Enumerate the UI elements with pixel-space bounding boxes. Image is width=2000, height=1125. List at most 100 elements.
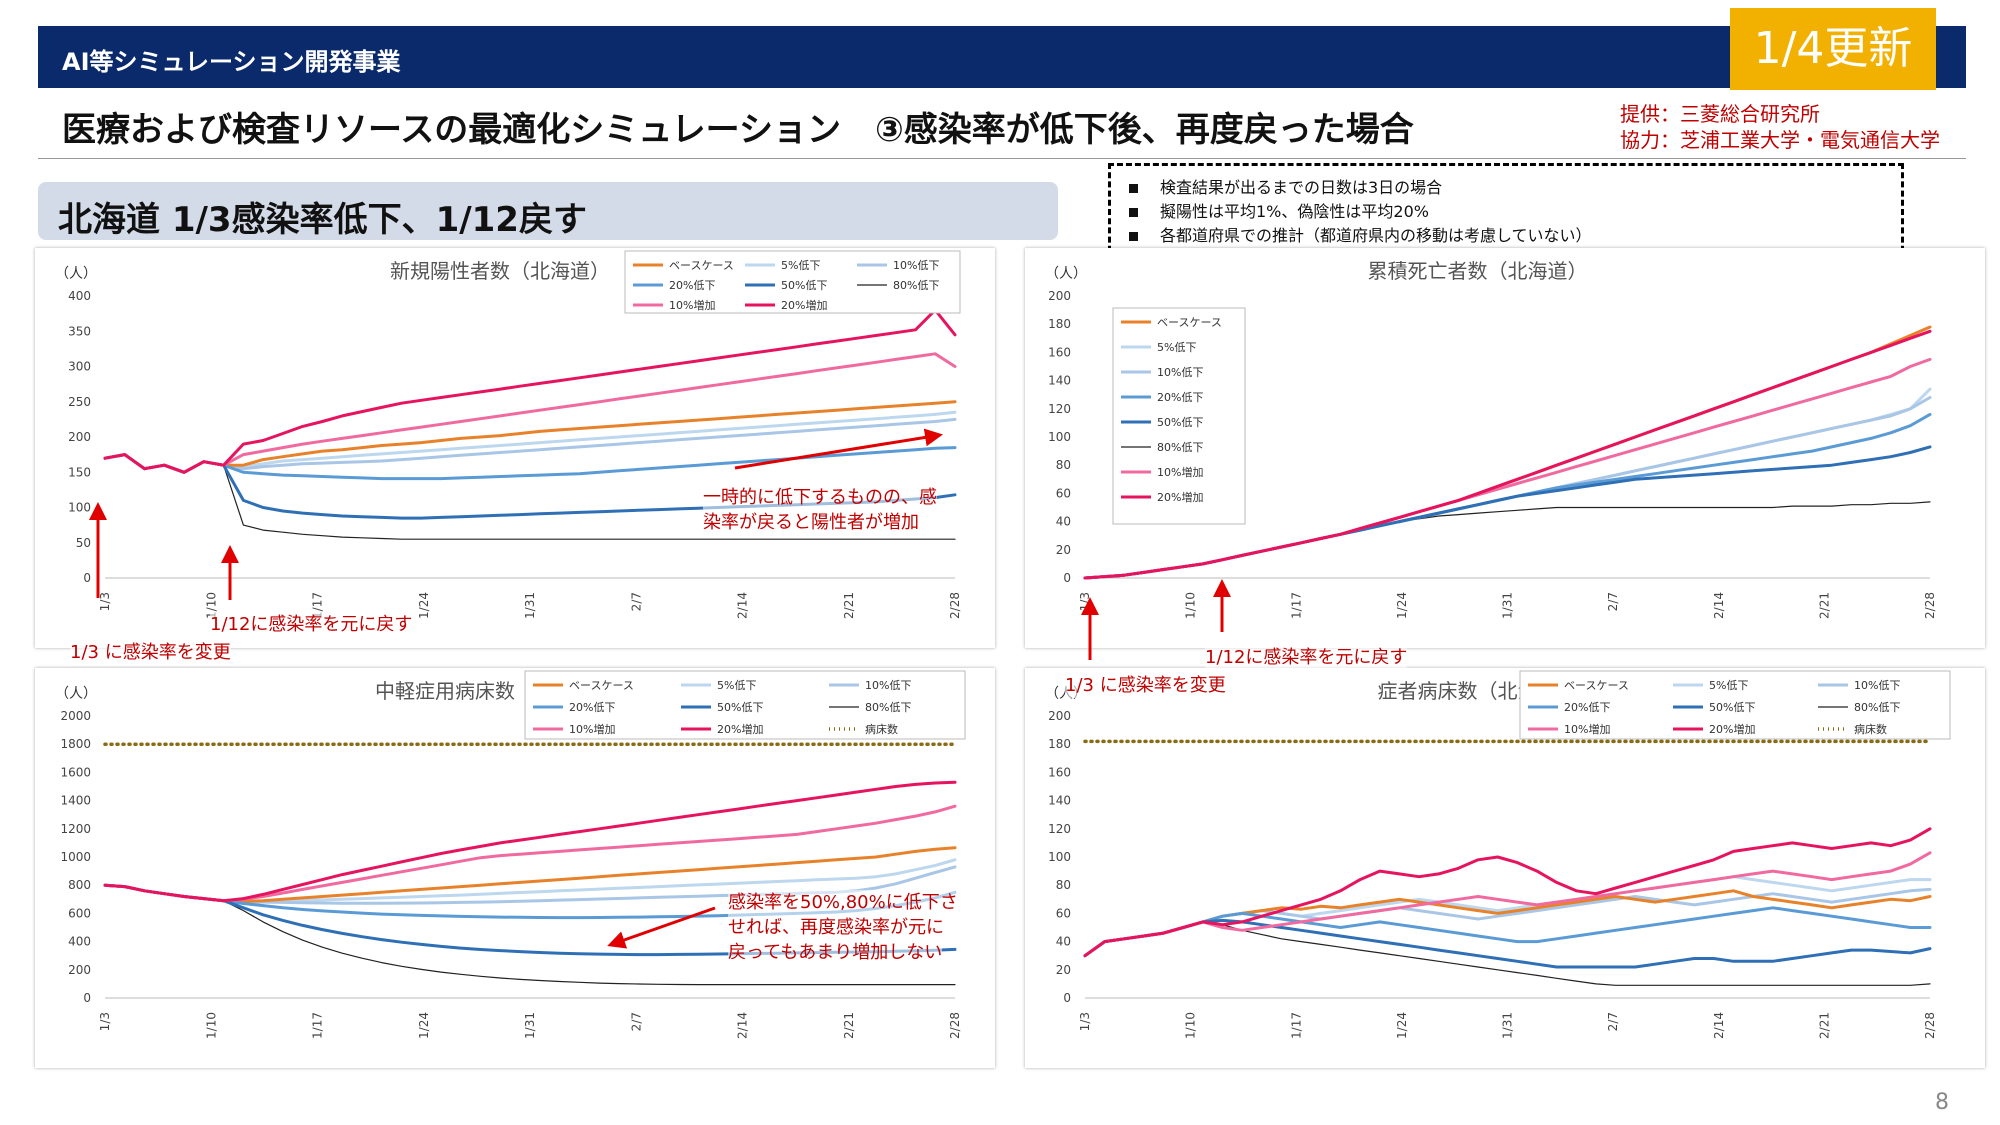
series-line-d20 <box>1083 906 1932 958</box>
legend-label: 5%低下 <box>781 259 820 272</box>
y-tick-label: 150 <box>68 465 91 479</box>
legend-label: 20%低下 <box>1157 391 1203 404</box>
y-tick-label: 80 <box>1056 458 1071 472</box>
legend-label: 病床数 <box>1854 722 1887 736</box>
chart-svg: 新規陽性者数（北海道） （人） 0 50 100 150 200 250 300 350 400 1/… <box>55 250 962 619</box>
x-tick-label: 1/3 <box>98 592 112 611</box>
series-line-i20 <box>1083 827 1932 958</box>
legend-label: 病床数 <box>865 722 898 736</box>
legend-box <box>524 670 966 740</box>
series-line-i10 <box>103 804 957 903</box>
x-tick-label: 1/24 <box>417 592 431 619</box>
x-tick-label: 1/3 <box>1078 1012 1092 1031</box>
y-tick-label: 100 <box>1048 850 1071 864</box>
y-tick-label: 80 <box>1056 878 1071 892</box>
series-line-d5 <box>103 410 957 474</box>
program-name: AI等シミュレーション開発事業 <box>62 48 401 76</box>
legend-label: 20%増加 <box>1157 491 1203 504</box>
series-line-base <box>103 846 957 903</box>
x-tick-label: 2/28 <box>1923 592 1937 619</box>
series-line-i20 <box>103 780 957 903</box>
chart-cumulative-deaths: 累積死亡者数（北海道） （人） 0 20 40 60 80 100 120 140 160 180 20… <box>1025 248 1985 648</box>
y-tick-label: 1000 <box>60 850 91 864</box>
annotation-change-2: 1/3 に感染率を変更 <box>1065 673 1226 698</box>
y-tick-label: 180 <box>1048 317 1071 331</box>
y-tick-label: 100 <box>1048 430 1071 444</box>
legend-label: 50%低下 <box>717 701 763 714</box>
conditions-box: 検査結果が出るまでの日数は3日の場合 擬陽性は平均1%、偽陰性は平均20% 各都… <box>1108 163 1904 261</box>
annotation-note-line-4: せれば、再度感染率が元に <box>728 915 944 940</box>
y-axis-unit: （人） <box>55 686 97 702</box>
legend-box <box>624 250 961 314</box>
legend-label: 80%低下 <box>893 279 939 292</box>
x-tick-label: 2/14 <box>736 1012 750 1039</box>
x-tick-label: 1/31 <box>523 1012 537 1039</box>
y-tick-label: 20 <box>1056 963 1071 977</box>
annotation-reset-2: 1/12に感染率を元に戻す <box>1205 645 1408 670</box>
y-tick-label: 160 <box>1048 345 1071 359</box>
legend-box <box>1112 307 1246 525</box>
x-tick-label: 1/17 <box>1289 592 1303 619</box>
title-divider <box>38 158 1966 159</box>
chart-svg: 中軽症用病床数 （北海道）（人）020040060080010001200140… <box>55 670 966 1039</box>
condition-note-1: 検査結果が出るまでの日数は3日の場合 <box>1129 174 1442 198</box>
legend-label: 5%低下 <box>717 679 756 692</box>
y-tick-label: 0 <box>1063 991 1071 1005</box>
series-line-d20 <box>103 446 957 481</box>
legend-label: 10%増加 <box>1564 723 1610 736</box>
x-tick-label: 2/7 <box>629 1012 643 1031</box>
legend-label: ベースケース <box>569 679 634 692</box>
y-tick-label: 60 <box>1056 906 1071 920</box>
x-tick-label: 2/21 <box>1817 1012 1831 1039</box>
legend-label: ベースケース <box>1564 679 1629 692</box>
x-tick-label: 2/14 <box>736 592 750 619</box>
y-tick-label: 0 <box>83 571 91 585</box>
x-tick-label: 1/10 <box>204 1012 218 1039</box>
y-tick-label: 40 <box>1056 935 1071 949</box>
x-tick-label: 2/7 <box>1606 1012 1620 1031</box>
legend-label: ベースケース <box>1157 316 1222 329</box>
x-tick-label: 1/24 <box>417 1012 431 1039</box>
legend-box <box>1519 670 1951 740</box>
x-tick-label: 2/21 <box>842 1012 856 1039</box>
legend-label: 50%低下 <box>1157 416 1203 429</box>
y-tick-label: 600 <box>68 906 91 920</box>
y-tick-label: 100 <box>68 501 91 515</box>
y-axis-unit: （人） <box>1045 266 1087 282</box>
x-tick-label: 1/10 <box>1184 1012 1198 1039</box>
series-line-i20 <box>103 308 957 474</box>
y-tick-label: 40 <box>1056 515 1071 529</box>
y-tick-label: 250 <box>68 395 91 409</box>
condition-note-2: 擬陽性は平均1%、偽陰性は平均20% <box>1129 198 1429 222</box>
chart-new-positive: 新規陽性者数（北海道） （人） 0 50 100 150 200 250 300 350 400 1/… <box>35 248 995 648</box>
series-line-d80 <box>104 884 956 986</box>
legend-label: 5%低下 <box>1157 341 1196 354</box>
x-tick-label: 2/28 <box>1923 1012 1937 1039</box>
y-tick-label: 400 <box>68 935 91 949</box>
y-tick-label: 0 <box>83 991 91 1005</box>
x-tick-label: 1/31 <box>1501 1012 1515 1039</box>
x-tick-label: 2/14 <box>1712 592 1726 619</box>
chart-moderate-beds: 中軽症用病床数 （北海道） （人） 0 200 400 600 800 1000 1200 140… <box>35 668 995 1068</box>
bullet-square-icon <box>1129 184 1138 193</box>
chart-svg: 症者病床数（北海道）（人）020406080100120140160180200… <box>1045 670 1951 1039</box>
y-tick-label: 1600 <box>60 765 91 779</box>
y-tick-label: 300 <box>68 360 91 374</box>
x-tick-label: 2/28 <box>948 592 962 619</box>
annotation-change-1: 1/3 に感染率を変更 <box>70 640 231 665</box>
series-line-d80 <box>1084 921 1931 986</box>
x-tick-label: 1/24 <box>1395 1012 1409 1039</box>
y-tick-label: 180 <box>1048 737 1071 751</box>
annotation-note-line-5: 戻ってもあまり増加しない <box>728 940 943 965</box>
y-tick-label: 1800 <box>60 737 91 751</box>
legend-label: 10%低下 <box>1157 366 1203 379</box>
x-tick-label: 1/10 <box>1184 592 1198 619</box>
legend-label: 80%低下 <box>1854 701 1900 714</box>
legend-label: 20%増加 <box>717 723 763 736</box>
y-tick-label: 60 <box>1056 486 1071 500</box>
header-bar <box>38 26 1966 88</box>
legend-label: 20%増加 <box>781 299 827 312</box>
legend-label: 10%低下 <box>865 679 911 692</box>
bullet-square-icon <box>1129 208 1138 217</box>
annotation-note-line-1: 一時的に低下するものの、感 <box>703 485 937 510</box>
